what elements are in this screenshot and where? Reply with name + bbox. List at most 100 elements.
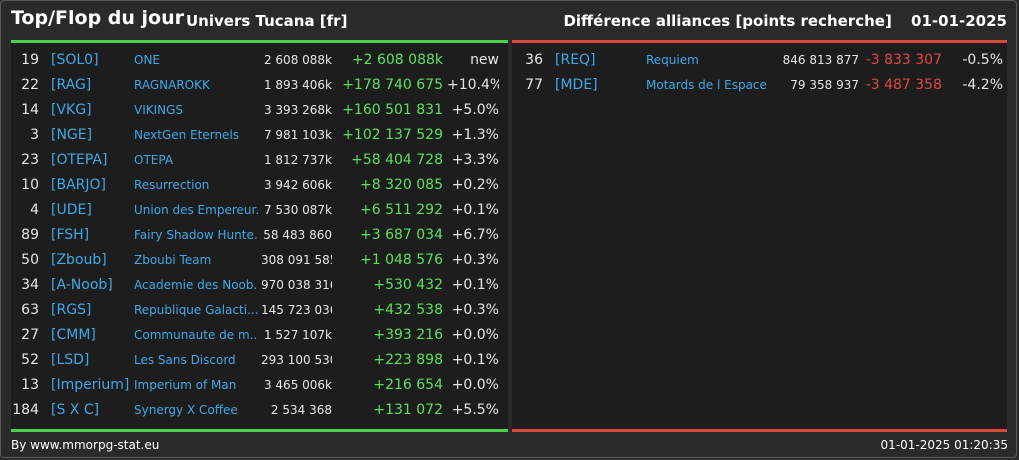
alliance-tag-link[interactable]: [S X C]: [51, 402, 100, 418]
rank-cell: 52: [21, 352, 39, 368]
points-cell: 293 100 530: [261, 353, 332, 367]
alliance-name-link[interactable]: VIKINGS: [134, 103, 184, 117]
alliance-name-link[interactable]: RAGNAROKK: [134, 78, 210, 92]
flop-row: 77 [MDE] Motards de l Espace 79 358 937 -3 4…: [512, 73, 1007, 98]
points-cell: 79 358 937: [790, 78, 859, 92]
points-cell: 1 893 406k: [263, 78, 332, 92]
points-cell: 2 534 368: [270, 403, 332, 417]
percent-cell: +0.3%: [451, 302, 499, 318]
alliance-name-link[interactable]: Motards de l Espace: [646, 78, 767, 92]
alliance-name-link[interactable]: Communaute de m...: [134, 328, 258, 342]
alliance-tag-link[interactable]: [OTEPA]: [51, 152, 108, 168]
alliance-tag-link[interactable]: [RGS]: [51, 302, 92, 318]
alliance-name-link[interactable]: Union des Empereur...: [134, 203, 258, 217]
difference-cell: +6 511 292: [360, 202, 443, 218]
top-row: 50 [Zboub] Zboubi Team 308 091 585 +1 048 57…: [11, 248, 508, 273]
rank-cell: 63: [21, 302, 39, 318]
alliance-name-link[interactable]: Les Sans Discord: [134, 353, 236, 367]
rank-cell: 3: [30, 127, 39, 143]
rank-cell: 34: [21, 277, 39, 293]
top-row: 23 [OTEPA] OTEPA 1 812 737k +58 404 728 +3.3%: [11, 148, 508, 173]
alliance-tag-link[interactable]: [SOL0]: [51, 52, 99, 68]
percent-cell: +0.1%: [451, 202, 499, 218]
alliance-name-link[interactable]: Zboubi Team: [134, 253, 212, 267]
alliance-name-link[interactable]: Academie des Noob...: [134, 278, 258, 292]
rank-cell: 77: [525, 77, 543, 93]
rank-cell: 50: [21, 252, 39, 268]
top-row: 184 [S X C] Synergy X Coffee 2 534 368 +131 …: [11, 398, 508, 423]
percent-cell: +10.4%: [447, 77, 499, 93]
top-row: 27 [CMM] Communaute de m... 1 527 107k +393 …: [11, 323, 508, 348]
difference-cell: +178 740 675: [342, 77, 443, 93]
points-cell: 970 038 316: [261, 278, 332, 292]
alliance-tag-link[interactable]: [LSD]: [51, 352, 90, 368]
top-panel: 19 [SOL0] ONE 2 608 088k +2 608 088k new 22 [RA…: [11, 40, 508, 432]
percent-cell: +0.1%: [451, 277, 499, 293]
alliance-tag-link[interactable]: [Zboub]: [51, 252, 107, 268]
difference-cell: +131 072: [373, 402, 443, 418]
flop-panel: 36 [REQ] Requiem 846 813 877 -3 833 307 -0.5%…: [512, 40, 1007, 432]
difference-cell: +530 432: [373, 277, 443, 293]
alliance-tag-link[interactable]: [UDE]: [51, 202, 92, 218]
top-row: 4 [UDE] Union des Empereur... 7 530 087k +6 …: [11, 198, 508, 223]
top-row: 63 [RGS] Republique Galacti... 145 723 036 +…: [11, 298, 508, 323]
percent-cell: +3.3%: [451, 152, 499, 168]
top-row: 19 [SOL0] ONE 2 608 088k +2 608 088k new: [11, 48, 508, 73]
alliance-tag-link[interactable]: [BARJO]: [51, 177, 106, 193]
alliance-name-link[interactable]: ONE: [134, 53, 161, 67]
header-right: Différence alliances [points recherche] …: [563, 12, 1007, 30]
rank-cell: 36: [525, 52, 543, 68]
top-row: 13 [Imperium] Imperium of Man 3 465 006k +21…: [11, 373, 508, 398]
percent-cell: new: [470, 52, 499, 68]
metric-label: Différence alliances [points recherche]: [563, 12, 892, 30]
difference-cell: +58 404 728: [351, 152, 443, 168]
points-cell: 846 813 877: [782, 53, 859, 67]
alliance-tag-link[interactable]: [NGE]: [51, 127, 93, 143]
points-cell: 1 527 107k: [263, 328, 332, 342]
alliance-name-link[interactable]: Imperium of Man: [134, 378, 237, 392]
percent-cell: +1.3%: [451, 127, 499, 143]
difference-cell: +3 687 034: [360, 227, 443, 243]
alliance-name-link[interactable]: NextGen Eternels: [134, 128, 240, 142]
difference-cell: +393 216: [373, 327, 443, 343]
rank-cell: 10: [21, 177, 39, 193]
rank-cell: 19: [21, 52, 39, 68]
alliance-name-link[interactable]: Requiem: [646, 53, 699, 67]
top-row: 52 [LSD] Les Sans Discord 293 100 530 +223 8…: [11, 348, 508, 373]
difference-cell: +223 898: [373, 352, 443, 368]
alliance-name-link[interactable]: Synergy X Coffee: [134, 403, 238, 417]
rank-cell: 23: [21, 152, 39, 168]
alliance-name-link[interactable]: Resurrection: [134, 178, 210, 192]
alliance-tag-link[interactable]: [RAG]: [51, 77, 92, 93]
rank-cell: 89: [21, 227, 39, 243]
percent-cell: +5.0%: [451, 102, 499, 118]
alliance-tag-link[interactable]: [REQ]: [555, 52, 596, 68]
top-row: 10 [BARJO] Resurrection 3 942 606k +8 320 08…: [11, 173, 508, 198]
alliance-tag-link[interactable]: [Imperium]: [51, 377, 130, 393]
percent-cell: +0.3%: [451, 252, 499, 268]
alliance-name-link[interactable]: OTEPA: [134, 153, 174, 167]
points-cell: 308 091 585: [261, 253, 332, 267]
difference-cell: +2 608 088k: [351, 52, 443, 68]
alliance-name-link[interactable]: Republique Galacti...: [134, 303, 258, 317]
alliance-tag-link[interactable]: [FSH]: [51, 227, 90, 243]
points-cell: 7 530 087k: [263, 203, 332, 217]
percent-cell: -0.5%: [962, 52, 1003, 68]
universe-label: Univers Tucana [fr]: [186, 12, 348, 30]
top-row: 14 [VKG] VIKINGS 3 393 268k +160 501 831 +5.0…: [11, 98, 508, 123]
alliance-tag-link[interactable]: [A-Noob]: [51, 277, 113, 293]
alliance-tag-link[interactable]: [CMM]: [51, 327, 96, 343]
difference-cell: +8 320 085: [360, 177, 443, 193]
difference-cell: +1 048 576: [360, 252, 443, 268]
rank-cell: 22: [21, 77, 39, 93]
alliance-tag-link[interactable]: [MDE]: [555, 77, 598, 93]
percent-cell: -4.2%: [962, 77, 1003, 93]
alliance-tag-link[interactable]: [VKG]: [51, 102, 92, 118]
rank-cell: 27: [21, 327, 39, 343]
alliance-name-link[interactable]: Fairy Shadow Hunte...: [134, 228, 258, 242]
difference-cell: +102 137 529: [342, 127, 443, 143]
page-title: Top/Flop du jour: [11, 7, 184, 29]
footer-timestamp: 01-01-2025 01:20:35: [880, 438, 1008, 452]
points-cell: 145 723 036: [261, 303, 332, 317]
